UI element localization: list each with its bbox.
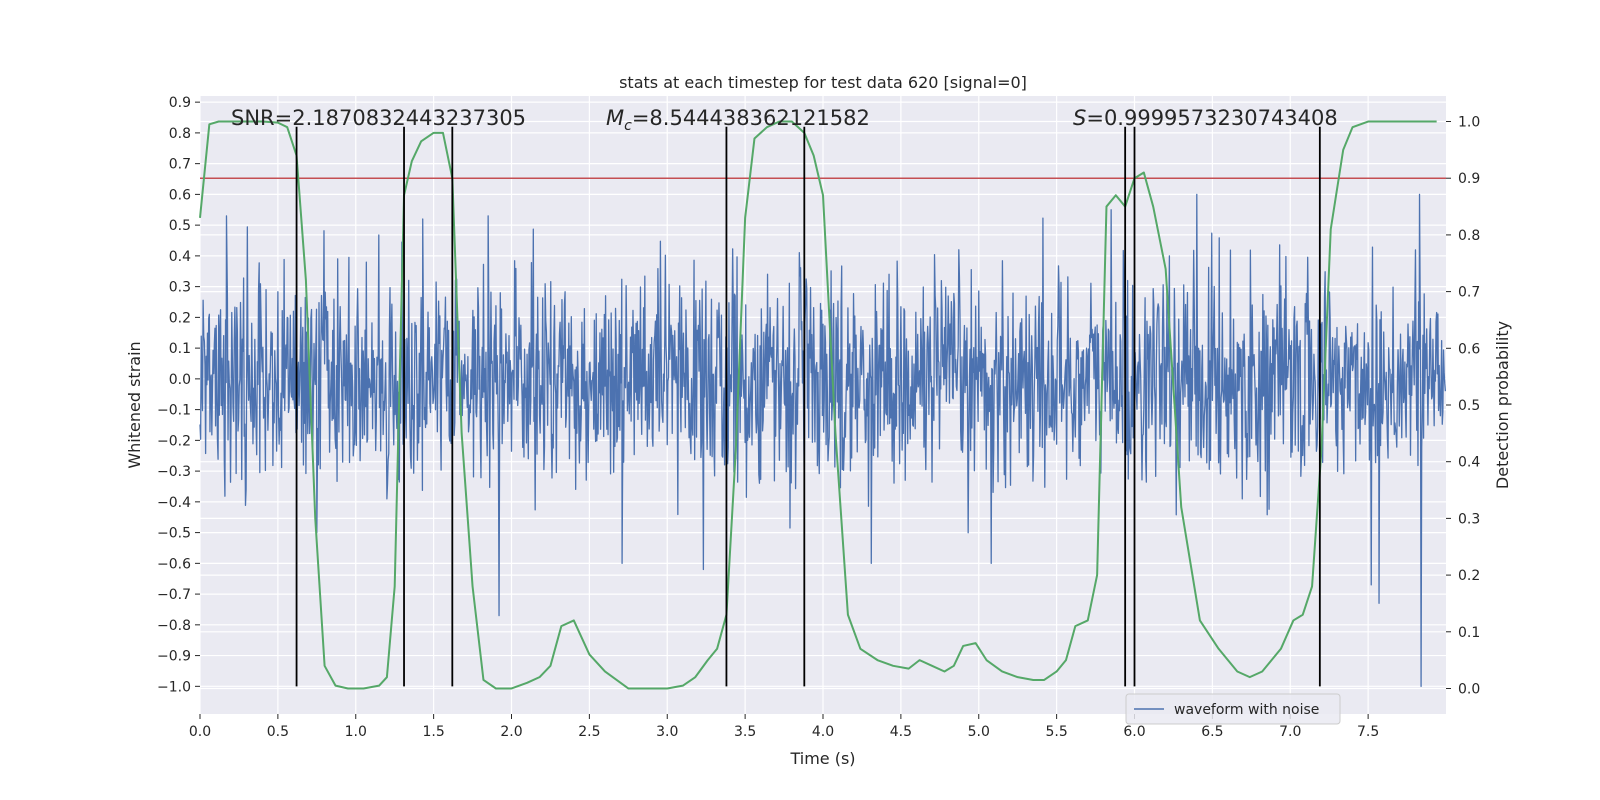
- y-right-tick-label: 0.1: [1458, 625, 1480, 641]
- chirp-mass-symbol: M: [606, 106, 624, 130]
- y-right-axis-ticks: 1.0 0.9 0.8 0.7 0.6 0.5 0.4 0.3 0.2 0.1 0.0: [1446, 115, 1480, 697]
- significance-annotation: S=0.9999573230743408: [1073, 106, 1338, 130]
- x-tick-label: 2.5: [578, 724, 600, 740]
- legend-box: [1125, 693, 1341, 725]
- y-right-tick-label: 0.7: [1458, 285, 1480, 301]
- y-left-tick-label: 0.9: [169, 95, 191, 111]
- x-tick-label: 6.5: [1201, 724, 1223, 740]
- y-right-tick-label: 0.9: [1458, 171, 1480, 187]
- y-left-tick-label: 0.2: [169, 310, 191, 326]
- x-tick-label: 0.0: [189, 724, 211, 740]
- probability-series: [199, 120, 1437, 690]
- chirp-mass-annotation: Mc=8.544438362121582: [606, 106, 870, 134]
- y-left-tick-label: −0.1: [157, 403, 191, 419]
- y-right-tick-label: 0.4: [1458, 455, 1480, 471]
- waveform-series: [199, 193, 1447, 687]
- y-left-tick-label: 0.3: [169, 280, 191, 296]
- y-left-tick-label: 0.5: [169, 218, 191, 234]
- y-left-tick-label: 0.0: [169, 372, 191, 388]
- y-left-tick-label: −0.6: [157, 556, 191, 572]
- legend: waveform with noise: [1125, 693, 1341, 725]
- y-left-tick-label: 0.7: [169, 157, 191, 173]
- y-right-tick-label: 0.3: [1458, 511, 1480, 527]
- x-tick-label: 3.5: [734, 724, 756, 740]
- x-tick-label: 1.0: [345, 724, 367, 740]
- x-tick-label: 2.0: [500, 724, 522, 740]
- x-tick-label: 3.0: [656, 724, 678, 740]
- y-left-tick-label: 0.4: [169, 249, 191, 265]
- y-left-tick-label: −0.7: [157, 587, 191, 603]
- y-left-tick-label: −0.2: [157, 433, 191, 449]
- chirp-mass-value: =8.544438362121582: [632, 106, 870, 130]
- snr-annotation: SNR=2.1870832443237305: [231, 106, 526, 130]
- y-left-tick-label: 0.6: [169, 187, 191, 203]
- y-left-tick-label: −0.3: [157, 464, 191, 480]
- x-tick-label: 0.5: [267, 724, 289, 740]
- vertical-marker-lines: [295, 126, 1321, 687]
- x-tick-label: 1.5: [422, 724, 444, 740]
- legend-label-waveform: waveform with noise: [1174, 702, 1319, 718]
- x-tick-label: 4.0: [812, 724, 834, 740]
- significance-value: =0.9999573230743408: [1086, 106, 1337, 130]
- y-left-axis-ticks: 0.9 0.8 0.7 0.6 0.5 0.4 0.3 0.2 0.1 0.0 −0.1 −0.2 −0…: [157, 95, 200, 695]
- y-right-tick-label: 1.0: [1458, 115, 1480, 131]
- x-tick-label: 7.0: [1279, 724, 1301, 740]
- x-axis-ticks: 0.0 0.5 1.0 1.5 2.0 2.5 3.0 3.5 4.0 4.5 5.0 5.5 6.0 6…: [189, 714, 1379, 740]
- y-left-axis-title: Whitened strain: [125, 341, 144, 468]
- x-tick-label: 5.0: [968, 724, 990, 740]
- y-left-tick-label: 0.8: [169, 126, 191, 142]
- y-left-tick-label: −0.5: [157, 526, 191, 542]
- y-left-tick-label: −0.4: [157, 495, 191, 511]
- y-right-axis-title: Detection probability: [1493, 321, 1512, 489]
- y-right-tick-label: 0.0: [1458, 681, 1480, 697]
- y-left-tick-label: −1.0: [157, 679, 191, 695]
- x-tick-label: 4.5: [890, 724, 912, 740]
- y-right-tick-label: 0.6: [1458, 341, 1480, 357]
- x-tick-label: 7.5: [1357, 724, 1379, 740]
- x-tick-label: 6.0: [1123, 724, 1145, 740]
- x-axis-title: Time (s): [789, 749, 855, 768]
- chart-title: stats at each timestep for test data 620…: [619, 73, 1027, 92]
- y-left-tick-label: 0.1: [169, 341, 191, 357]
- chirp-mass-subscript: c: [624, 118, 632, 134]
- waveform-line: [199, 193, 1447, 687]
- y-left-tick-label: −0.9: [157, 649, 191, 665]
- y-right-tick-label: 0.8: [1458, 228, 1480, 244]
- detection-probability-line: [199, 120, 1437, 690]
- x-tick-label: 5.5: [1045, 724, 1067, 740]
- y-right-tick-label: 0.5: [1458, 398, 1480, 414]
- significance-symbol: S: [1073, 106, 1086, 130]
- y-right-tick-label: 0.2: [1458, 568, 1480, 584]
- y-left-tick-label: −0.8: [157, 618, 191, 634]
